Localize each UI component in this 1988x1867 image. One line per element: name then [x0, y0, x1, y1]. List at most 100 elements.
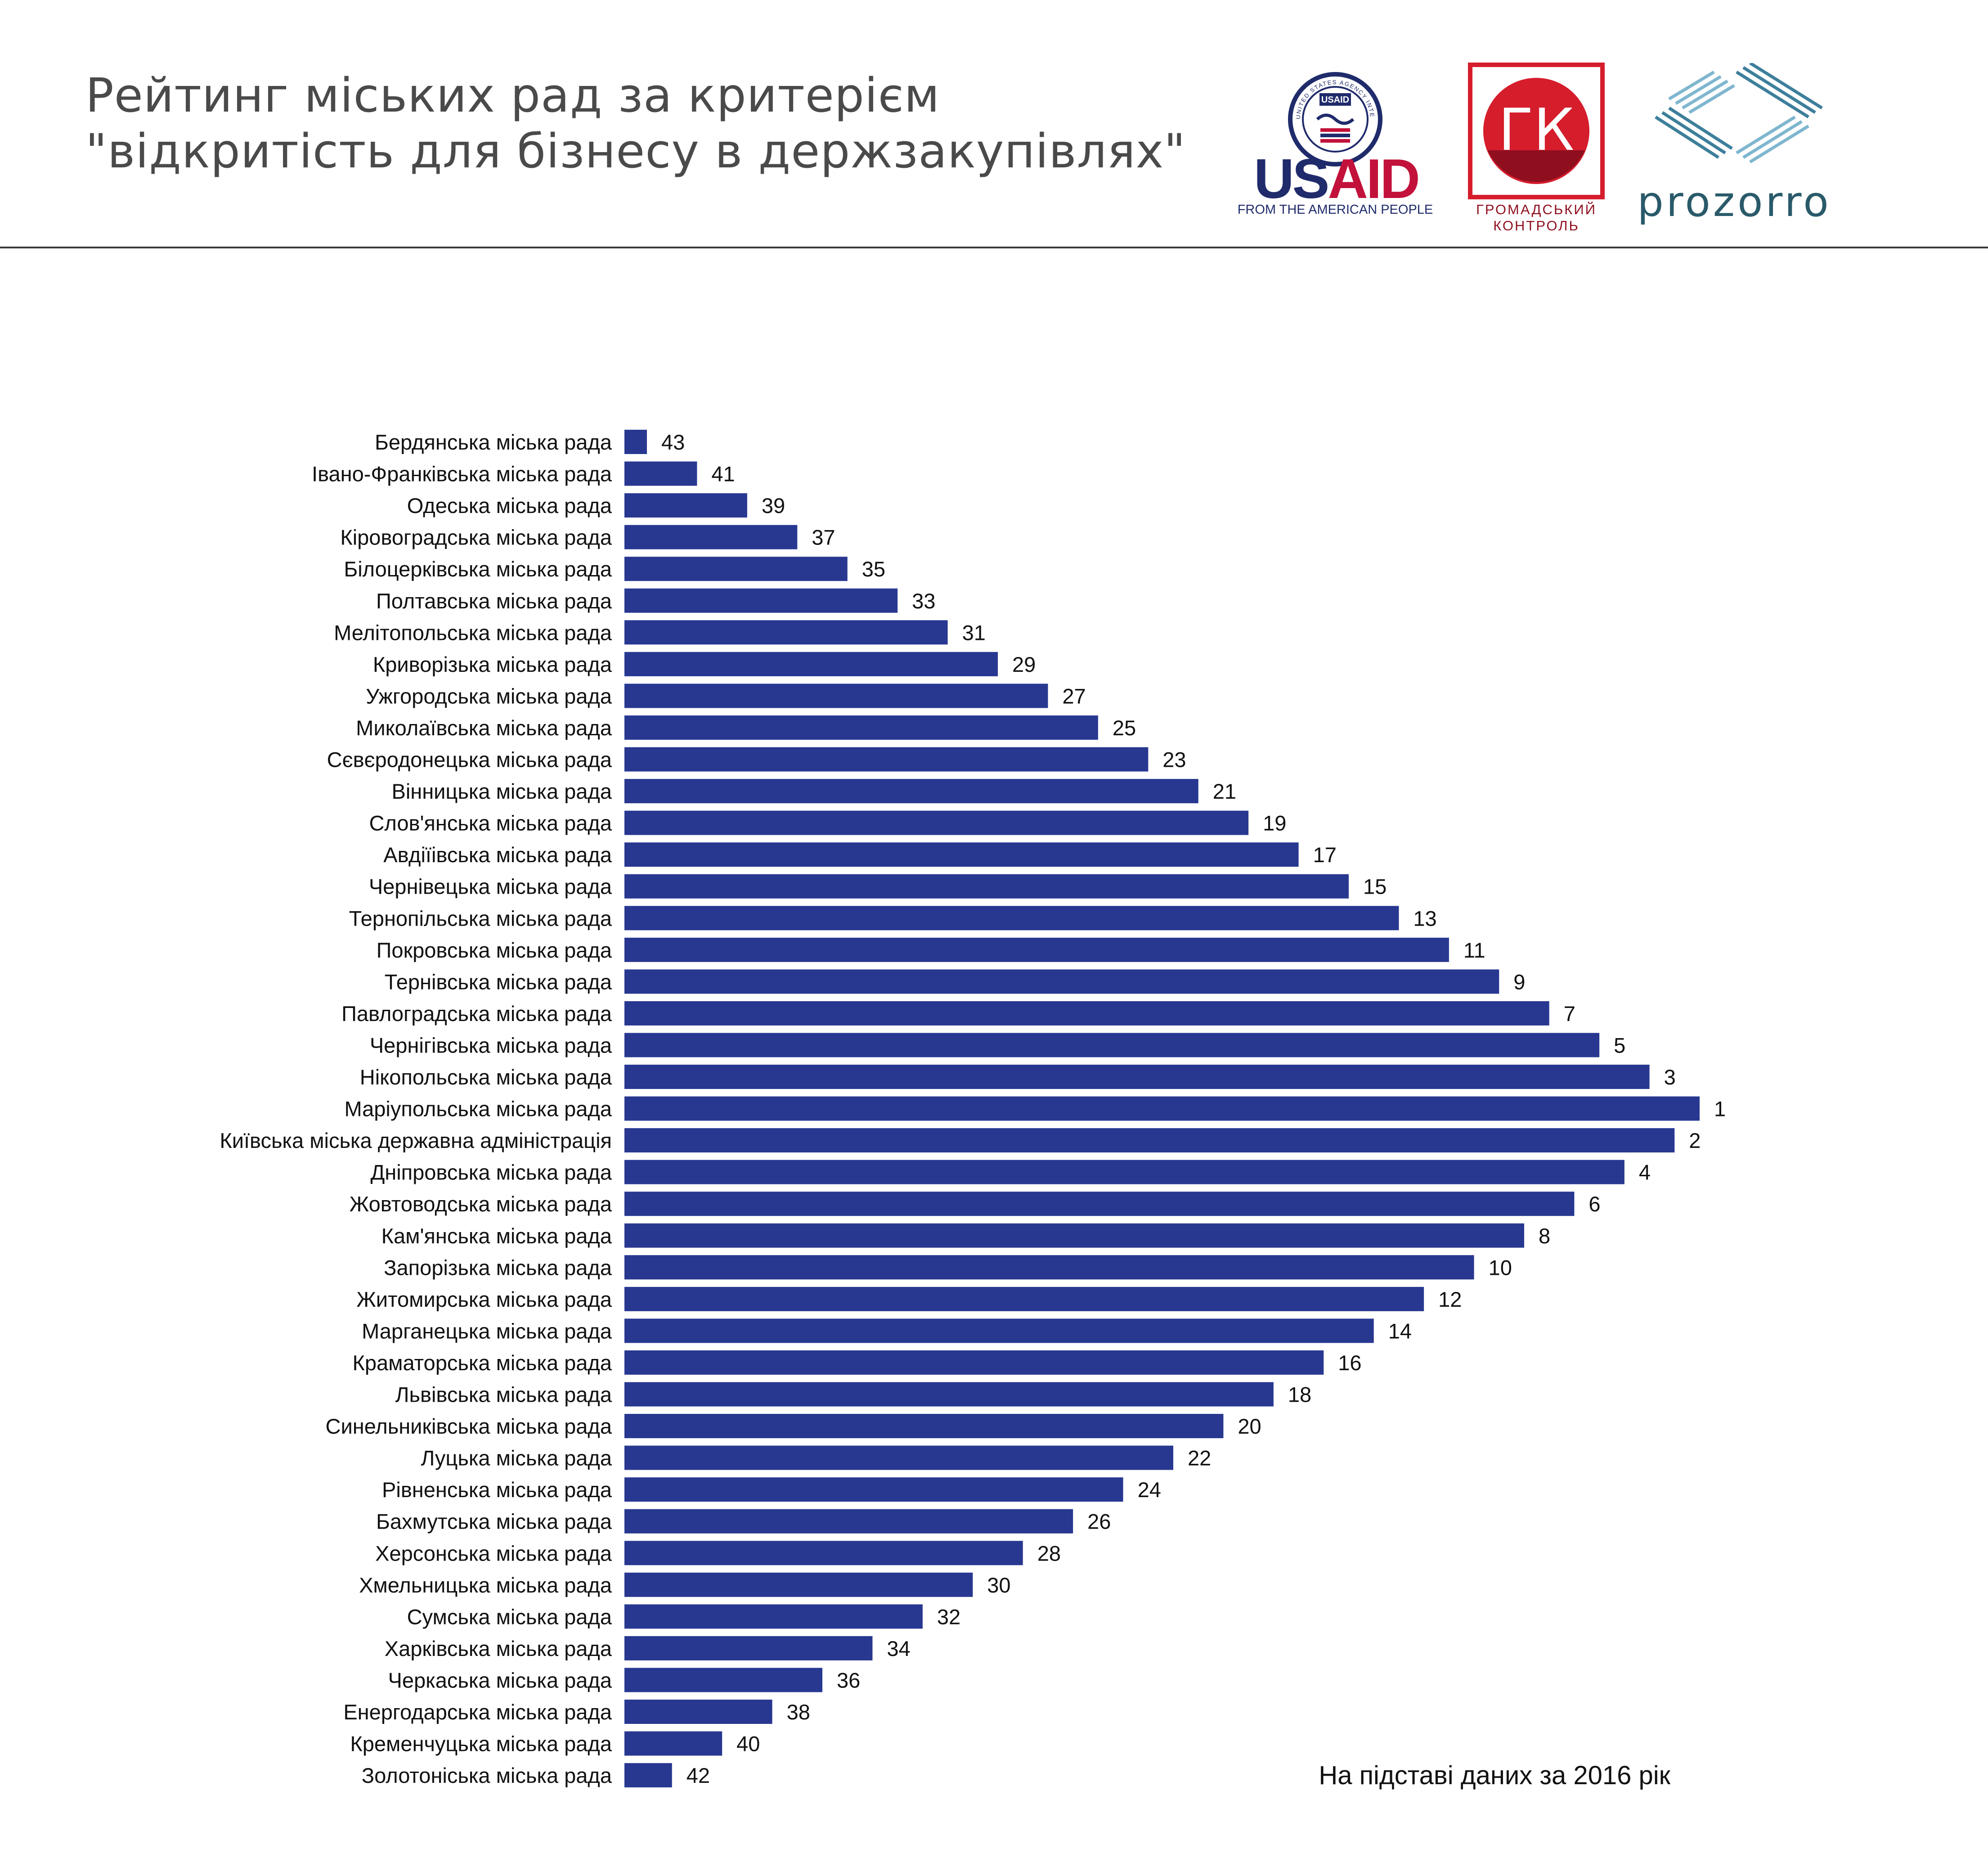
- usaid-logo: USAID UNITED STATES AGENCY INTERNATIONAL…: [1237, 65, 1433, 217]
- data-label: 3: [1664, 1065, 1676, 1089]
- data-label: 19: [1263, 811, 1286, 835]
- category-label: Бердянська міська рада: [375, 430, 612, 454]
- bar: [624, 1160, 1625, 1184]
- category-label: Хмельницька міська рада: [359, 1573, 612, 1597]
- bar: [624, 810, 1249, 835]
- category-label: Сумська міська рада: [407, 1605, 612, 1629]
- category-label: Тернівська міська рада: [385, 970, 612, 994]
- category-label: Бахмутська міська рада: [376, 1510, 612, 1534]
- category-label: Кременчуцька міська рада: [350, 1732, 612, 1756]
- data-label: 29: [1012, 652, 1036, 676]
- data-label: 8: [1539, 1224, 1550, 1248]
- usaid-wordmark: USAID: [1254, 148, 1418, 210]
- bar: [624, 1350, 1324, 1375]
- category-label: Мелітопольська міська рада: [334, 621, 612, 644]
- bar: [624, 1541, 1023, 1566]
- data-label: 38: [787, 1700, 810, 1724]
- data-label: 40: [736, 1732, 760, 1756]
- prozorro-logo: prozorro: [1637, 63, 1829, 226]
- category-label: Марганецька міська рада: [362, 1319, 612, 1343]
- data-label: 30: [987, 1573, 1010, 1597]
- bar: [624, 1001, 1549, 1026]
- bar: [624, 1223, 1524, 1248]
- data-label: 15: [1363, 875, 1387, 899]
- bar: [624, 1763, 672, 1788]
- bar: [624, 1065, 1650, 1089]
- gk-line-2: КОНТРОЛЬ: [1493, 218, 1580, 233]
- category-label: Тернопільська міська рада: [349, 906, 612, 930]
- category-label: Енергодарська міська рада: [343, 1700, 612, 1724]
- data-label: 22: [1188, 1446, 1211, 1470]
- data-label: 6: [1589, 1192, 1600, 1216]
- data-label: 32: [937, 1605, 960, 1629]
- data-label: 39: [762, 494, 785, 517]
- data-label: 5: [1614, 1033, 1625, 1057]
- category-label: Житомирська міська рада: [356, 1287, 612, 1311]
- data-label: 26: [1087, 1510, 1111, 1534]
- data-label: 21: [1213, 779, 1236, 803]
- gk-line-1: ГРОМАДСЬКИЙ: [1476, 201, 1597, 217]
- data-label: 37: [812, 526, 835, 549]
- bar: [624, 1382, 1274, 1407]
- data-label: 36: [837, 1668, 860, 1692]
- usaid-seal-label: USAID: [1321, 95, 1349, 105]
- bar: [624, 1731, 723, 1756]
- category-label: Криворізька міська рада: [373, 652, 612, 676]
- category-label: Чернігівська міська рада: [370, 1033, 612, 1057]
- data-label: 2: [1689, 1129, 1701, 1152]
- bar: [624, 461, 697, 486]
- category-label: Ужгородська міська рада: [366, 684, 612, 708]
- category-label: Нікопольська міська рада: [360, 1065, 612, 1089]
- data-label: 20: [1238, 1414, 1261, 1438]
- data-label: 16: [1338, 1351, 1361, 1375]
- data-label: 4: [1639, 1161, 1651, 1184]
- category-label: Київська міська державна адміністрація: [220, 1129, 612, 1152]
- data-label: 43: [661, 430, 685, 454]
- category-label: Чернівецька міська рада: [369, 875, 612, 899]
- data-label: 1: [1714, 1097, 1726, 1121]
- bar: [624, 747, 1149, 772]
- category-label: Павлоградська міська рада: [341, 1002, 612, 1026]
- category-label: Маріупольська міська рада: [344, 1097, 612, 1121]
- data-label: 41: [711, 462, 735, 486]
- data-label: 42: [687, 1764, 710, 1787]
- bar: [624, 1128, 1675, 1153]
- usaid-tagline: FROM THE AMERICAN PEOPLE: [1238, 202, 1433, 217]
- data-label: 12: [1438, 1287, 1462, 1311]
- data-label: 13: [1413, 906, 1436, 930]
- data-label: 10: [1489, 1255, 1512, 1279]
- data-label: 31: [962, 621, 986, 644]
- category-label: Запорізька міська рада: [384, 1255, 612, 1279]
- data-label: 18: [1288, 1383, 1311, 1407]
- category-label: Херсонська міська рада: [375, 1541, 612, 1565]
- header-divider: [0, 247, 1988, 248]
- bar: [624, 906, 1399, 931]
- bar: [624, 493, 747, 518]
- bar: [624, 1318, 1374, 1343]
- bar: [624, 874, 1349, 899]
- category-label: Харківська міська рада: [385, 1637, 612, 1660]
- category-label: Одеська міська рада: [407, 494, 612, 517]
- bar: [624, 1414, 1224, 1439]
- data-label: 34: [887, 1637, 910, 1660]
- category-label: Полтавська міська рада: [376, 589, 612, 613]
- bar: [624, 1287, 1424, 1311]
- bar: [624, 1668, 822, 1692]
- category-label: Кам'янська міська рада: [381, 1224, 612, 1248]
- bar: [624, 1033, 1600, 1057]
- gk-letters: ГК: [1499, 97, 1575, 164]
- data-label: 23: [1162, 748, 1186, 772]
- data-label: 35: [862, 557, 885, 581]
- category-label: Слов'янська міська рада: [369, 811, 612, 835]
- category-label: Кіровоградська міська рада: [340, 526, 612, 549]
- bar: [624, 969, 1499, 994]
- bar: [624, 430, 647, 454]
- bar: [624, 779, 1198, 804]
- data-label: 27: [1062, 684, 1086, 708]
- category-label: Рівненська міська рада: [382, 1478, 612, 1502]
- category-label: Краматорська міська рада: [352, 1351, 612, 1375]
- bar: [624, 842, 1299, 867]
- category-label: Білоцерківська міська рада: [344, 557, 612, 581]
- bar: [624, 1477, 1123, 1502]
